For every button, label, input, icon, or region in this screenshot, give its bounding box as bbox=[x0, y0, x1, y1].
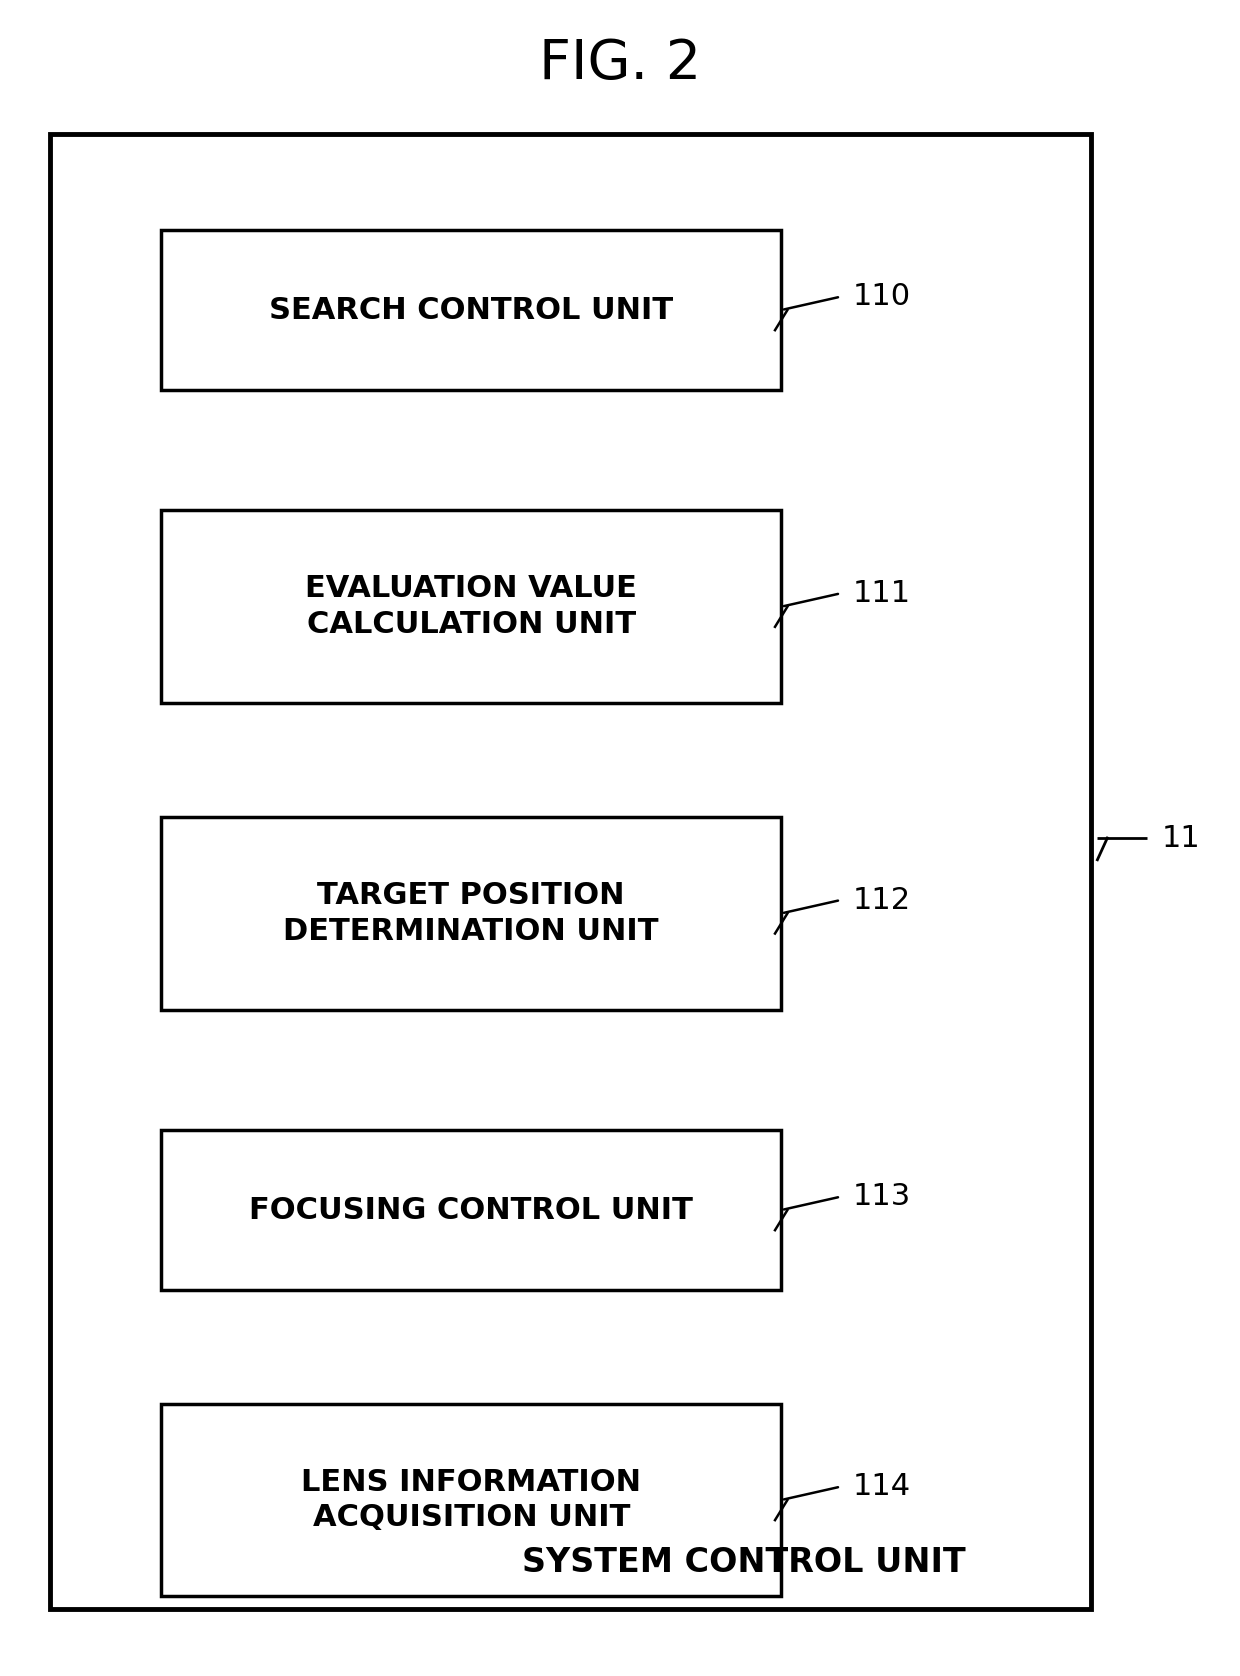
Text: SEARCH CONTROL UNIT: SEARCH CONTROL UNIT bbox=[269, 295, 673, 325]
Text: 113: 113 bbox=[853, 1182, 911, 1212]
Bar bbox=[50, 134, 1091, 1609]
Text: EVALUATION VALUE
CALCULATION UNIT: EVALUATION VALUE CALCULATION UNIT bbox=[305, 575, 637, 639]
Text: 114: 114 bbox=[853, 1472, 911, 1502]
Bar bbox=[161, 816, 781, 1009]
Text: LENS INFORMATION
ACQUISITION UNIT: LENS INFORMATION ACQUISITION UNIT bbox=[301, 1468, 641, 1532]
Text: SYSTEM CONTROL UNIT: SYSTEM CONTROL UNIT bbox=[522, 1545, 966, 1579]
Text: 111: 111 bbox=[853, 578, 911, 608]
Bar bbox=[161, 1131, 781, 1291]
Text: TARGET POSITION
DETERMINATION UNIT: TARGET POSITION DETERMINATION UNIT bbox=[284, 882, 658, 945]
Bar bbox=[161, 230, 781, 391]
Bar bbox=[161, 1403, 781, 1596]
Text: 11: 11 bbox=[1162, 823, 1200, 853]
Bar bbox=[161, 510, 781, 704]
Text: FIG. 2: FIG. 2 bbox=[539, 37, 701, 91]
Text: FOCUSING CONTROL UNIT: FOCUSING CONTROL UNIT bbox=[249, 1195, 693, 1225]
Text: 112: 112 bbox=[853, 885, 911, 915]
Text: 110: 110 bbox=[853, 282, 911, 312]
